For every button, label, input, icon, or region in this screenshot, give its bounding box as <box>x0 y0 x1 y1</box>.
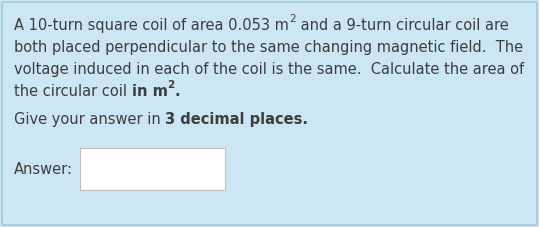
Text: in m: in m <box>132 84 168 99</box>
Text: both placed perpendicular to the same changing magnetic field.  The: both placed perpendicular to the same ch… <box>14 40 523 55</box>
FancyBboxPatch shape <box>2 2 537 225</box>
Text: A 10-turn square coil of area 0.053 m: A 10-turn square coil of area 0.053 m <box>14 18 289 33</box>
Text: and a 9-turn circular coil are: and a 9-turn circular coil are <box>295 18 508 33</box>
Text: Give your answer in: Give your answer in <box>14 112 165 127</box>
Text: 3 decimal places.: 3 decimal places. <box>165 112 308 127</box>
Text: .: . <box>175 84 181 99</box>
Text: 2: 2 <box>289 14 295 24</box>
Text: the circular coil: the circular coil <box>14 84 132 99</box>
FancyBboxPatch shape <box>80 148 225 190</box>
Text: voltage induced in each of the coil is the same.  Calculate the area of: voltage induced in each of the coil is t… <box>14 62 524 77</box>
Text: Answer:: Answer: <box>14 162 73 177</box>
Text: 2: 2 <box>168 80 175 90</box>
